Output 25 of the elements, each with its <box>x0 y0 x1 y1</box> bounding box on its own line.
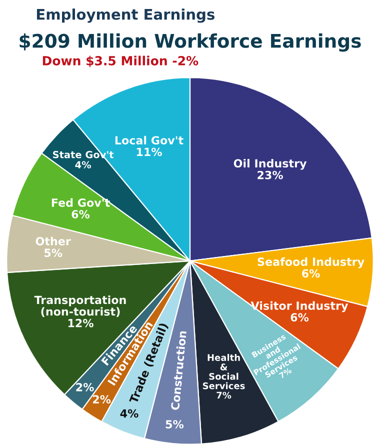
slice-label: Fed Gov't <box>52 198 110 207</box>
slice-label: Transportation (non-tourist) <box>34 296 126 318</box>
data-label: 12% <box>68 318 94 328</box>
data-label: 5% <box>44 248 62 258</box>
data-label: 2% <box>93 395 111 404</box>
slice-label: Local Gov't <box>115 136 184 145</box>
data-label: 6% <box>72 210 90 218</box>
slice-label: Construction <box>170 330 187 410</box>
data-label: 2% <box>76 382 94 392</box>
chart-title: $209 Million Workforce Earnings <box>20 33 361 52</box>
data-label: 6% <box>290 313 309 322</box>
slice-label: Health & Social Services <box>202 354 245 390</box>
data-label: 4% <box>75 161 92 168</box>
slice-label: Other <box>36 236 71 246</box>
data-label: 6% <box>302 269 320 278</box>
slice-label: Seafood Industry <box>258 257 364 268</box>
data-label: 4% <box>120 409 138 418</box>
data-label: 11% <box>136 148 162 156</box>
data-label: 5% <box>166 420 184 428</box>
chart-subtitle: Down $3.5 Million -2% <box>42 56 198 68</box>
data-label: 7% <box>216 392 232 399</box>
slice-label: Visitor Industry <box>250 301 348 312</box>
text: Employment Earnings <box>36 8 214 23</box>
data-label: 23% <box>258 170 283 180</box>
slice-label: Oil Industry <box>234 158 307 170</box>
